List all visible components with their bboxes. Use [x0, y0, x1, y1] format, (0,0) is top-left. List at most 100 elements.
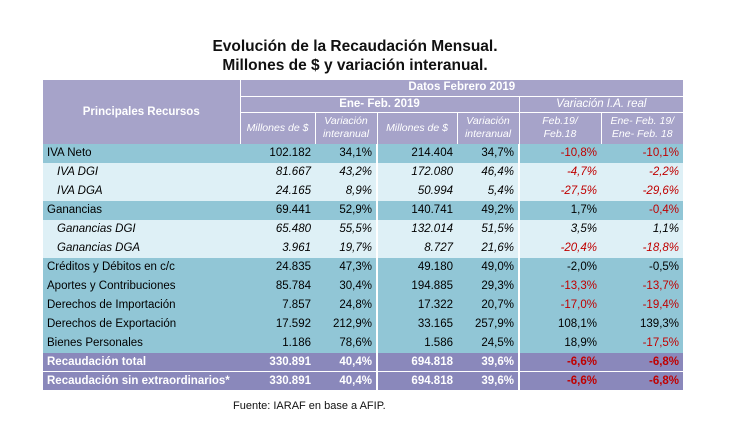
cell-real-feb: 18,9%	[518, 334, 601, 353]
cell-millones-feb: 17.592	[240, 315, 315, 334]
source-note: Fuente: IARAF en base a AFIP.	[233, 400, 386, 412]
cell-variacion-feb: 30,4%	[315, 277, 377, 296]
table-row: Derechos de Exportación 17.592 212,9% 33…	[43, 315, 684, 334]
header-col-real-ene-feb: Ene- Feb. 19/Ene- Feb. 18	[600, 112, 684, 144]
cell-variacion-ene-feb: 5,4%	[457, 182, 519, 201]
cell-millones-ene-feb: 49.180	[376, 258, 457, 277]
cell-millones-ene-feb: 1.586	[376, 334, 457, 353]
cell-real-ene-feb: -0,4%	[601, 201, 684, 220]
row-label: Ganancias DGI	[43, 220, 240, 239]
cell-real-feb: -10,8%	[518, 144, 601, 163]
table-row: Bienes Personales 1.186 78,6% 1.586 24,5…	[43, 334, 684, 353]
row-label: Derechos de Importación	[43, 296, 240, 315]
cell-variacion-feb: 78,6%	[315, 334, 377, 353]
cell-variacion-feb: 40,4%	[315, 371, 377, 390]
row-label: Aportes y Contribuciones	[43, 277, 240, 296]
cell-variacion-feb: 43,2%	[315, 163, 377, 182]
cell-millones-feb: 1.186	[240, 334, 315, 353]
row-label: IVA Neto	[43, 144, 240, 163]
cell-millones-feb: 24.165	[240, 182, 315, 201]
table-row: Ganancias DGA 3.961 19,7% 8.727 21,6% -2…	[43, 239, 684, 258]
cell-real-ene-feb: 1,1%	[601, 220, 684, 239]
title-line-2: Millones de $ y variación interanual.	[222, 57, 488, 74]
cell-millones-feb: 102.182	[240, 144, 315, 163]
cell-variacion-ene-feb: 46,4%	[457, 163, 519, 182]
cell-real-ene-feb: -17,5%	[601, 334, 684, 353]
cell-variacion-ene-feb: 29,3%	[457, 277, 519, 296]
header-col-variacion-feb: Variación interanual	[314, 112, 377, 144]
cell-real-ene-feb: 139,3%	[601, 315, 684, 334]
cell-real-feb: 1,7%	[518, 201, 601, 220]
cell-variacion-ene-feb: 21,6%	[457, 239, 519, 258]
table-row: IVA DGA 24.165 8,9% 50.994 5,4% -27,5% -…	[43, 182, 684, 201]
cell-millones-feb: 330.891	[240, 371, 315, 390]
row-label: Créditos y Débitos en c/c	[43, 258, 240, 277]
header-group-variacion: Variación I.A. real	[518, 96, 684, 113]
cell-variacion-ene-feb: 20,7%	[457, 296, 519, 315]
cell-millones-feb: 65.480	[240, 220, 315, 239]
cell-real-feb: -13,3%	[518, 277, 601, 296]
total-label: Recaudación total	[43, 353, 240, 372]
cell-variacion-feb: 212,9%	[315, 315, 377, 334]
cell-millones-ene-feb: 8.727	[376, 239, 457, 258]
cell-real-feb: 108,1%	[518, 315, 601, 334]
cell-real-feb: -17,0%	[518, 296, 601, 315]
revenue-table: Principales Recursos Datos Febrero 2019 …	[43, 80, 684, 390]
cell-variacion-feb: 34,1%	[315, 144, 377, 163]
cell-real-ene-feb: -29,6%	[601, 182, 684, 201]
cell-real-feb: -2,0%	[518, 258, 601, 277]
cell-real-feb: -6,6%	[518, 371, 601, 390]
table-row: IVA Neto 102.182 34,1% 214.404 34,7% -10…	[43, 144, 684, 163]
row-label: Ganancias DGA	[43, 239, 240, 258]
total-label: Recaudación sin extraordinarios*	[43, 371, 240, 390]
row-label: Derechos de Exportación	[43, 315, 240, 334]
cell-real-ene-feb: -13,7%	[601, 277, 684, 296]
cell-variacion-feb: 47,3%	[315, 258, 377, 277]
header-group-ene-feb: Ene- Feb. 2019	[239, 96, 519, 113]
cell-millones-feb: 85.784	[240, 277, 315, 296]
cell-variacion-feb: 19,7%	[315, 239, 377, 258]
table-row: Derechos de Importación 7.857 24,8% 17.3…	[43, 296, 684, 315]
cell-real-feb: -4,7%	[518, 163, 601, 182]
cell-real-feb: -20,4%	[518, 239, 601, 258]
cell-millones-ene-feb: 17.322	[376, 296, 457, 315]
cell-millones-ene-feb: 33.165	[376, 315, 457, 334]
cell-millones-feb: 7.857	[240, 296, 315, 315]
cell-variacion-feb: 55,5%	[315, 220, 377, 239]
cell-real-feb: -6,6%	[518, 353, 601, 372]
cell-real-ene-feb: -10,1%	[601, 144, 684, 163]
total-row: Recaudación sin extraordinarios* 330.891…	[43, 371, 684, 390]
header-col-variacion-ene-feb: Variación interanual	[456, 112, 519, 144]
cell-millones-feb: 3.961	[240, 239, 315, 258]
cell-variacion-ene-feb: 39,6%	[457, 371, 519, 390]
table-row: Ganancias 69.441 52,9% 140.741 49,2% 1,7…	[43, 201, 684, 220]
cell-variacion-feb: 24,8%	[315, 296, 377, 315]
table-row: IVA DGI 81.667 43,2% 172.080 46,4% -4,7%…	[43, 163, 684, 182]
cell-real-ene-feb: -2,2%	[601, 163, 684, 182]
total-row: Recaudación total 330.891 40,4% 694.818 …	[43, 353, 684, 372]
cell-millones-feb: 24.835	[240, 258, 315, 277]
header-main-label: Principales Recursos	[43, 80, 240, 144]
cell-variacion-feb: 52,9%	[315, 201, 377, 220]
cell-millones-feb: 69.441	[240, 201, 315, 220]
cell-real-ene-feb: -19,4%	[601, 296, 684, 315]
cell-millones-ene-feb: 172.080	[376, 163, 457, 182]
cell-real-ene-feb: -6,8%	[601, 371, 684, 390]
cell-millones-ene-feb: 214.404	[376, 144, 457, 163]
cell-millones-ene-feb: 140.741	[376, 201, 457, 220]
row-label: IVA DGI	[43, 163, 240, 182]
row-label: Bienes Personales	[43, 334, 240, 353]
cell-variacion-ene-feb: 51,5%	[457, 220, 519, 239]
cell-millones-feb: 81.667	[240, 163, 315, 182]
cell-millones-ene-feb: 694.818	[376, 353, 457, 372]
header-col-real-feb: Feb.19/Feb.18	[518, 112, 601, 144]
row-label: IVA DGA	[43, 182, 240, 201]
cell-variacion-ene-feb: 257,9%	[457, 315, 519, 334]
cell-variacion-ene-feb: 49,0%	[457, 258, 519, 277]
cell-millones-ene-feb: 694.818	[376, 371, 457, 390]
cell-variacion-ene-feb: 39,6%	[457, 353, 519, 372]
table-row: Aportes y Contribuciones 85.784 30,4% 19…	[43, 277, 684, 296]
cell-variacion-ene-feb: 49,2%	[457, 201, 519, 220]
cell-real-feb: 3,5%	[518, 220, 601, 239]
cell-variacion-feb: 40,4%	[315, 353, 377, 372]
